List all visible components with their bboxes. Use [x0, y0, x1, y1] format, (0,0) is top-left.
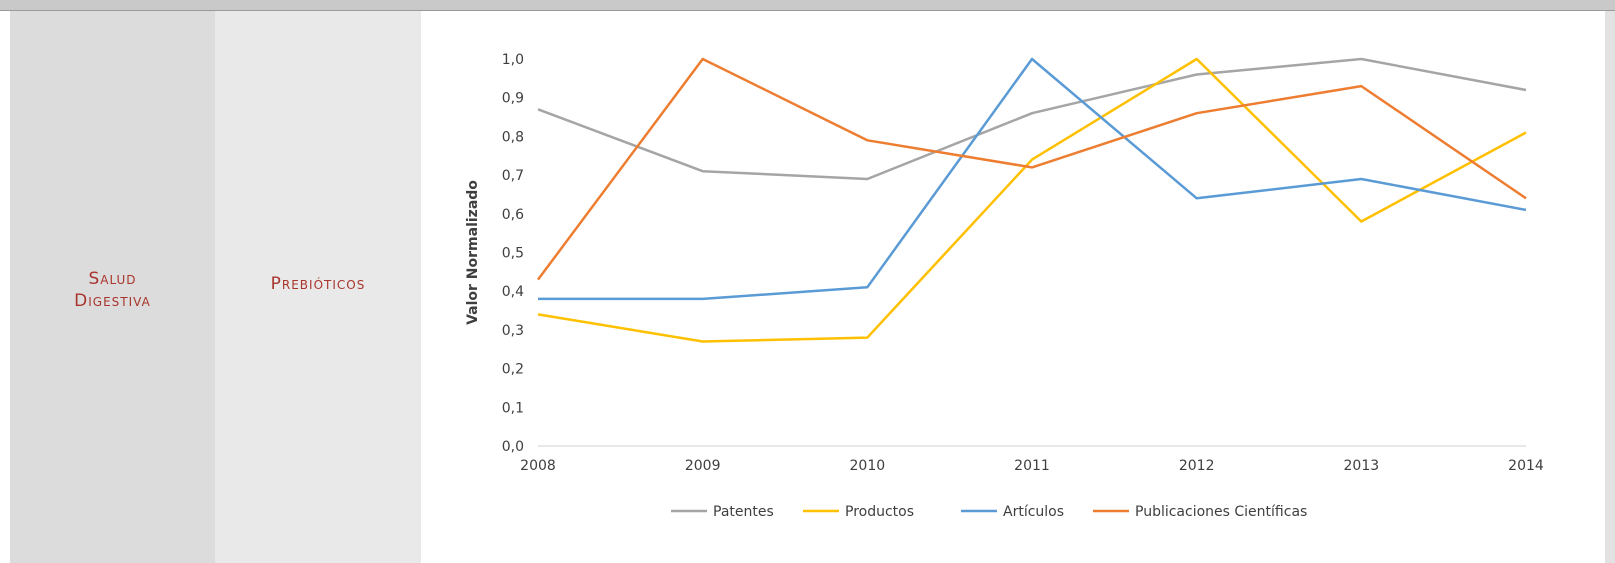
- series-line: [537, 57, 1527, 181]
- y-tick-label: 0,8: [502, 129, 524, 145]
- series-line: [537, 57, 1527, 343]
- y-tick-label: 1,0: [502, 52, 524, 68]
- x-tick-label: 2010: [850, 458, 886, 474]
- legend-label: Patentes: [713, 504, 774, 520]
- right-edge: [1605, 11, 1615, 563]
- series-line: [536, 57, 1527, 281]
- x-axis-ticks: 2008 2009 2010 2011 2012 2013 2014: [520, 458, 1544, 474]
- y-axis-ticks: 0,0 0,1 0,2 0,3 0,4 0,5 0,6 0,7 0,8 0,9 1,0: [502, 52, 524, 455]
- y-axis-label: Valor Normalizado: [465, 180, 481, 325]
- series-lines: [536, 57, 1527, 343]
- legend-label: Artículos: [1003, 504, 1064, 520]
- y-tick-label: 0,7: [502, 168, 524, 184]
- x-tick-label: 2008: [520, 458, 556, 474]
- x-tick-label: 2013: [1344, 458, 1380, 474]
- legend: Patentes Productos Artículos Publicaciones …: [671, 504, 1307, 520]
- y-tick-label: 0,0: [502, 439, 524, 455]
- y-tick-label: 0,6: [502, 207, 524, 223]
- table-header-bar: [0, 0, 1615, 11]
- y-tick-label: 0,2: [502, 362, 524, 378]
- line-chart: 0,00,10,20,30,40,50,60,70,80,91,0 2008 20…: [465, 52, 1544, 520]
- category-label: Salud Digestiva: [74, 269, 151, 311]
- legend-label: Productos: [845, 504, 914, 520]
- subcategory-label: Prebióticos: [270, 274, 366, 294]
- y-tick-label: 0,4: [502, 284, 524, 300]
- series-line: [538, 57, 1527, 301]
- x-tick-label: 2012: [1179, 458, 1215, 474]
- y-tick-label: 0,3: [502, 323, 524, 339]
- y-tick-label: 0,1: [502, 400, 524, 416]
- y-tick-label: 0,9: [502, 91, 524, 107]
- category-cell: Salud Digestiva: [10, 11, 215, 563]
- y-tick-label: 0,5: [502, 246, 524, 262]
- legend-label: Publicaciones Científicas: [1135, 504, 1307, 520]
- x-tick-label: 2009: [685, 458, 721, 474]
- chart-cell: 0,0 0,1 0,2 0,3 0,4 0,5 0,6 0,7 0,8 0,9 1,0 2008 20…: [421, 11, 1605, 563]
- x-tick-label: 2014: [1508, 458, 1544, 474]
- subcategory-cell: Prebióticos: [215, 11, 421, 563]
- x-tick-label: 2011: [1014, 458, 1050, 474]
